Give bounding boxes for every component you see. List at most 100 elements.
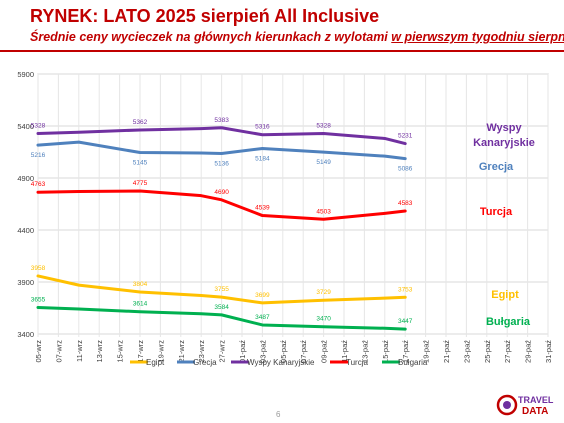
data-point [77,190,81,193]
data-point [404,157,407,160]
data-point [77,140,81,144]
series-end-label: Wyspy Kanaryjskie [473,122,535,149]
legend-entry: Egipt [146,358,165,367]
data-label: 5231 [398,133,413,140]
plot-area [37,73,549,335]
data-label: 5216 [31,152,46,159]
x-tick-label: 17-paź [401,340,410,363]
data-point [404,296,407,299]
x-tick-label: 09-paź [320,340,329,363]
data-label: 4775 [133,180,148,187]
x-tick-label: 03-paź [258,340,267,363]
data-point [404,327,407,331]
data-point [138,189,142,193]
y-tick-label: 3900 [17,278,34,287]
data-label: 4690 [214,189,229,196]
series-end-label: Grecja [479,161,514,173]
subtitle-underlined: w pierwszym tygodniu sierpnia [391,30,564,44]
data-label: 5149 [316,159,331,166]
legend-entry: Grecja [193,358,217,367]
travel-data-logo: TRAVEL DATA [496,394,554,417]
page-number: 6 [276,410,281,419]
line-chart: 3400 3900 4400 4900 5400 5900 05-wrz 07-wrz 11-w… [17,70,553,367]
data-label: 3699 [255,292,270,299]
data-label: 5383 [214,117,229,124]
data-label: 3470 [316,316,331,323]
data-point [220,198,223,202]
data-point [261,301,264,305]
data-point [77,131,81,134]
data-label: 4539 [255,205,270,212]
legend-entry: Turcja [346,358,368,367]
data-label: 5184 [255,155,270,162]
x-tick-label: 27-wrz [218,340,227,363]
subtitle-main: Średnie ceny wycieczek na głównych kieru… [30,30,392,44]
data-point [220,295,223,299]
data-point [36,274,40,278]
data-point [220,152,223,155]
x-tick-label: 11-paź [340,340,349,363]
x-tick-label: 19-wrz [156,340,165,363]
data-point [220,126,223,129]
data-point [404,142,407,145]
data-point [200,194,203,197]
data-label: 3753 [398,286,413,293]
data-label: 3487 [255,314,270,321]
y-tick-label: 3400 [17,330,34,339]
series-end-label: Bułgaria [486,316,531,328]
logo-text-top: TRAVEL [518,395,554,405]
x-tick-label: 19-paź [422,340,431,363]
slide-title: RYNEK: LATO 2025 sierpień All Inclusive [30,6,380,26]
x-tick-label: 31-paź [544,340,553,363]
x-tick-label: 05-wrz [34,340,43,363]
series-end-label: Egipt [491,289,519,301]
x-tick-label: 07-paź [299,340,308,363]
legend-entry: Bułgaria [398,358,428,367]
y-tick-label: 4400 [17,226,34,235]
data-point [36,306,40,309]
x-tick-label: 23-wrz [197,340,206,363]
x-tick-label: 17-wrz [136,340,145,363]
data-label: 5145 [133,160,148,167]
x-tick-label: 05-paź [279,340,288,363]
x-tick-label: 13-paź [360,340,369,363]
data-point [322,325,325,328]
data-point [404,209,407,213]
data-point [200,312,203,315]
data-label: 3755 [214,286,229,293]
data-label: 3958 [31,265,46,272]
data-label: 4763 [31,181,46,188]
y-tick-label: 5900 [17,70,34,79]
data-point [322,299,325,302]
data-point [383,137,386,140]
data-point [36,191,40,194]
legend-entry: Wyspy Kanaryjskie [247,358,315,367]
data-point [261,323,264,327]
data-point [383,154,386,158]
data-point [138,290,142,294]
slide-subtitle: Średnie ceny wycieczek na głównych kieru… [30,30,564,44]
x-tick-label: 15-wrz [116,340,125,363]
x-tick-label: 25-paź [483,340,492,363]
data-label: 5328 [31,122,46,129]
data-point [261,147,264,150]
data-point [36,132,40,135]
data-point [322,132,325,135]
data-label: 3804 [133,281,148,288]
x-tick-label: 11-wrz [75,340,84,362]
logo-text-bottom: DATA [522,406,548,417]
x-tick-label: 23-paź [462,340,471,363]
data-label: 3729 [316,289,331,296]
x-tick-label: 21-paź [442,340,451,363]
data-label: 3614 [133,301,148,308]
data-point [138,128,142,132]
data-point [200,294,203,297]
data-label: 3584 [214,304,229,311]
data-point [220,313,223,317]
data-label: 5328 [316,122,331,129]
data-label: 5316 [255,124,270,131]
data-point [383,296,386,300]
data-point [200,127,203,130]
data-point [36,143,40,147]
y-tick-label: 4900 [17,174,34,183]
